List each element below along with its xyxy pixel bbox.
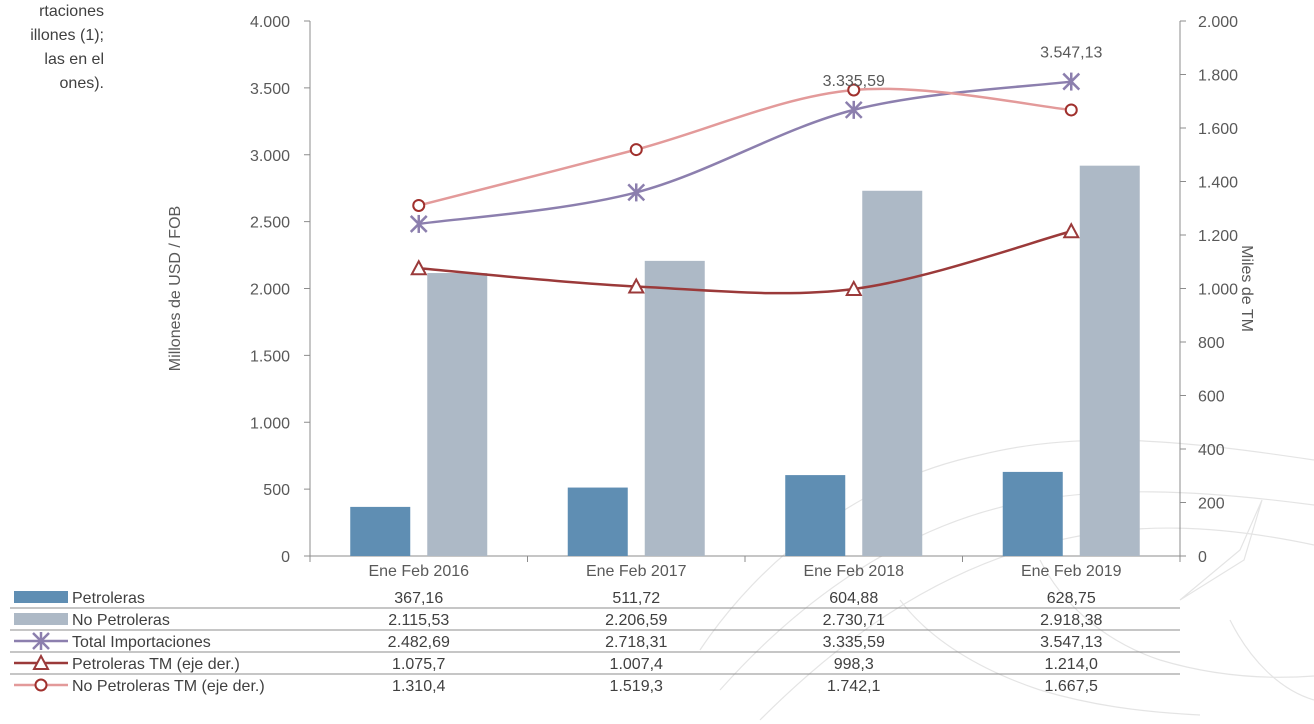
y-tick-label-left: 3.500 [250,81,290,98]
marker-triangle [627,277,645,294]
y-tick-label-right: 1.800 [1198,68,1238,85]
table-cell: 367,16 [394,590,443,607]
y-tick-label-right: 800 [1198,335,1225,352]
table-cell: 2.918,38 [1040,612,1102,629]
legend-label: No Petroleras [72,612,170,629]
y-tick-label-right: 1.400 [1198,175,1238,192]
bar [785,475,846,556]
y-tick-label-right: 400 [1198,442,1225,459]
y-tick-label-left: 4.000 [250,14,290,31]
legend-swatch [14,591,68,603]
x-tick-label: Ene Feb 2019 [1021,563,1122,580]
side-text: rtaciones illones (1); las en el ones). [0,0,104,96]
table-cell: 2.718,31 [605,634,667,651]
table-cell: 604,88 [829,590,878,607]
table-cell: 1.214,0 [1045,656,1098,673]
marker-triangle [410,259,428,276]
y-tick-label-left: 2.000 [250,282,290,299]
y-tick-label-right: 600 [1198,389,1225,406]
bar [862,190,923,557]
bar [1002,471,1063,556]
table-cell: 2.115,53 [388,612,449,629]
table-cell: 1.007,4 [610,656,663,673]
data-label: 3.547,13 [1040,45,1102,62]
bar [1079,165,1140,556]
series-line [418,80,1072,226]
side-text-line-4: ones). [59,75,104,92]
x-tick-label: Ene Feb 2018 [803,563,904,580]
x-tick-label: Ene Feb 2017 [586,563,687,580]
y-tick-label-left: 0 [281,549,290,566]
emblem-watermark [699,439,1314,721]
side-text-line-3: las en el [44,51,104,68]
bar [427,273,488,556]
series-line [418,230,1072,295]
y-tick-label-right: 0 [1198,549,1207,566]
table-cell: 3.547,13 [1040,634,1102,651]
y-tick-label-right: 1.000 [1198,282,1238,299]
side-text-line-1: rtaciones [39,3,104,20]
table-cell: 2.482,69 [388,634,450,651]
table-cell: 1.075,7 [392,656,445,673]
marker-circle [34,678,48,692]
marker-triangle [32,653,50,670]
marker-circle [1064,103,1078,117]
bar [567,487,628,556]
marker-circle [847,83,861,97]
y-tick-label-right: 200 [1198,496,1225,513]
y-tick-label-left: 500 [263,482,290,499]
table-cell: 1.742,1 [827,678,880,695]
bar [350,506,411,556]
table-cell: 998,3 [834,656,874,673]
side-text-line-2: illones (1); [30,27,104,44]
table-cell: 628,75 [1047,590,1096,607]
marker-circle [412,198,426,212]
series-line [418,87,1072,207]
y-tick-label-left: 1.500 [250,348,290,365]
legend-label: Petroleras [72,590,145,607]
y-tick-label-right: 1.600 [1198,121,1238,138]
legend-label: No Petroleras TM (eje der.) [72,678,265,695]
table-cell: 2.206,59 [605,612,667,629]
data-label: 3.335,59 [823,73,885,90]
y-axis-title-left: Millones de USD / FOB [167,206,184,371]
table-cell: 1.310,4 [392,678,445,695]
marker-triangle [1062,222,1080,239]
legend-label: Petroleras TM (eje der.) [72,656,240,673]
table-cell: 511,72 [612,590,660,607]
table-cell: 1.667,5 [1045,678,1098,695]
y-tick-label-right: 2.000 [1198,14,1238,31]
table-cell: 2.730,71 [823,612,885,629]
y-axis-title-right: Miles de TM [1238,245,1255,332]
table-cell: 1.519,3 [610,678,663,695]
marker-circle [629,143,643,157]
table-cell: 3.335,59 [823,634,885,651]
marker-triangle [845,279,863,296]
y-tick-label-left: 2.500 [250,215,290,232]
y-tick-label-left: 3.000 [250,148,290,165]
legend-swatch [14,613,68,625]
legend-label: Total Importaciones [72,634,211,651]
y-tick-label-left: 1.000 [250,415,290,432]
x-tick-label: Ene Feb 2016 [368,563,469,580]
bar [644,260,705,556]
y-tick-label-right: 1.200 [1198,228,1238,245]
